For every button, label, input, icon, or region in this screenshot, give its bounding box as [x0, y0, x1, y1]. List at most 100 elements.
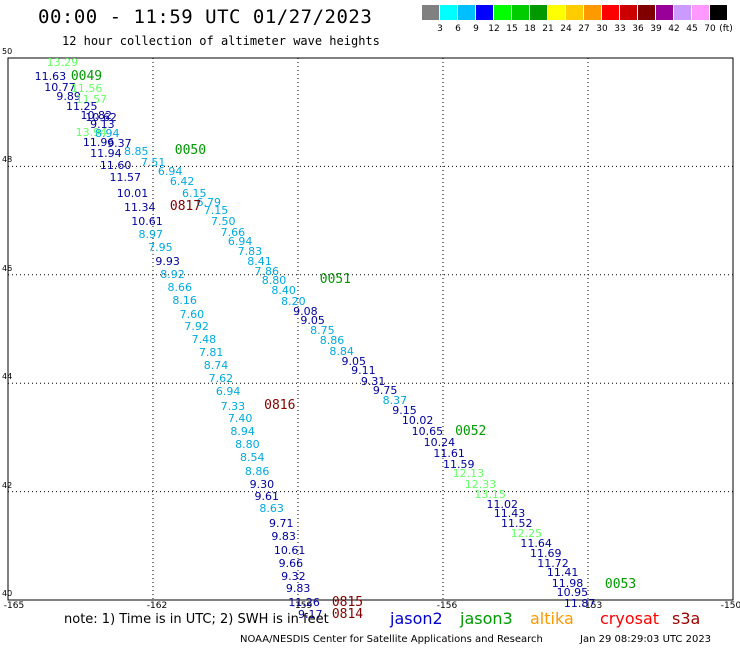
wave-height-value: 10.95 [556, 586, 589, 600]
scale-swatch [620, 5, 637, 20]
wave-height-value: 11.26 [288, 595, 320, 609]
wave-height-value: 8.37 [382, 394, 408, 408]
wave-height-value: 9.66 [278, 557, 304, 571]
pass-time-label: 0049 [70, 68, 103, 84]
latitude-label: 48 [2, 155, 13, 165]
scale-swatch [476, 5, 493, 20]
pass-time-label: 0050 [174, 143, 207, 159]
wave-height-value: 9.93 [155, 255, 180, 269]
wave-height-value: 9.37 [107, 136, 132, 150]
wave-height-value: 8.63 [259, 502, 284, 516]
wave-height-value: 8.40 [271, 284, 296, 298]
wave-height-value: 7.66 [220, 226, 246, 240]
wave-height-value: 13.15 [474, 487, 506, 501]
wave-height-value: 9.61 [254, 490, 280, 504]
wave-height-value: 8.41 [247, 255, 272, 269]
scale-swatch [512, 5, 529, 20]
scale-swatch [656, 5, 673, 20]
wave-height-value: 8.75 [310, 324, 335, 338]
wave-height-value: 11.60 [99, 159, 132, 173]
scale-label: 24 [560, 24, 572, 34]
satellite-jason2: jason2 [390, 609, 443, 628]
pass-time-label: 0052 [455, 423, 487, 439]
scale-swatch [638, 5, 655, 20]
wave-height-value: 7.48 [191, 332, 217, 346]
wave-height-value: 6.42 [169, 174, 195, 188]
longitude-label: -156 [436, 601, 458, 611]
pass-time-label: 0051 [319, 272, 352, 288]
longitude-label: -159 [291, 601, 313, 611]
wave-height-value: 9.05 [341, 354, 367, 368]
wave-height-value: 6.15 [182, 186, 207, 200]
scale-swatch [530, 5, 547, 20]
wave-height-value: 7.15 [203, 204, 229, 218]
longitude-label: -150 [720, 601, 740, 611]
wave-height-value: 13.29 [46, 56, 79, 70]
scale-label: 27 [578, 24, 590, 34]
wave-height-value: 10.82 [80, 108, 113, 122]
satellite-altika: altika [530, 609, 574, 628]
wave-height-value: 8.94 [230, 424, 255, 438]
wave-height-value: 8.74 [203, 358, 229, 372]
wave-height-value: 9.15 [392, 404, 417, 418]
wave-height-value: 7.51 [140, 156, 166, 170]
wave-height-value: 11.87 [563, 596, 596, 610]
latitude-label: 50 [2, 47, 13, 56]
scale-label: 3 [437, 24, 443, 34]
footer-timestamp: Jan 29 08:29:03 UTC 2023 [580, 634, 712, 645]
note-text: note: 1) Time is in UTC; 2) SWH is in fe… [64, 612, 329, 627]
scale-label: 36 [632, 24, 644, 34]
wave-height-value: 9.83 [271, 530, 296, 544]
wave-height-value: 6.94 [157, 164, 183, 178]
wave-height-value: 9.75 [372, 384, 398, 398]
wave-height-value: 7.86 [254, 264, 280, 278]
wave-height-value: 11.34 [124, 200, 156, 214]
wave-height-value: 8.97 [138, 228, 164, 242]
wave-height-value: 8.66 [167, 280, 193, 294]
wave-height-value: 10.61 [273, 544, 306, 558]
wave-height-value: 11.69 [530, 546, 562, 560]
scale-label: 18 [524, 24, 536, 34]
wave-height-value: 7.92 [184, 320, 209, 334]
scale-swatch [710, 5, 727, 20]
wave-height-value: 11.02 [486, 497, 519, 511]
wave-height-value: 10.61 [131, 215, 163, 229]
wave-height-value: 11.96 [82, 135, 115, 149]
pass-time-label: 0816 [264, 397, 296, 413]
wave-height-value: 12.33 [464, 477, 497, 491]
pass-time-label: 0053 [604, 576, 637, 592]
wave-height-value: 8.80 [235, 437, 260, 451]
wave-height-value: 11.63 [34, 69, 67, 83]
wave-height-value: 10.02 [401, 414, 434, 428]
wave-height-value: 9.83 [285, 582, 311, 596]
satellite-jason3: jason3 [460, 609, 513, 628]
wave-height-value: 9.05 [300, 314, 325, 328]
wave-height-value: 11.64 [520, 537, 552, 551]
wave-height-value: 11.57 [109, 171, 142, 185]
pass-time-label: 0815 [331, 594, 364, 610]
color-scale-legend: 3 6 9 12 15 18 21 24 27 30 33 36 39 42 45 70 (ft) [422, 5, 733, 35]
scale-label: 39 [650, 24, 662, 34]
wave-height-value: 11.72 [537, 556, 569, 570]
scale-label: 12 [488, 24, 500, 34]
wave-height-value: 11.59 [443, 457, 475, 471]
wave-height-value: 11.43 [493, 507, 526, 521]
wave-height-value: 11.52 [501, 517, 533, 531]
scale-label: 45 [686, 24, 698, 34]
latitude-label: 42 [2, 480, 13, 490]
scale-unit: (ft) [719, 24, 733, 34]
longitude-label: -153 [581, 601, 603, 611]
wave-height-value: 9.30 [249, 477, 275, 491]
wave-height-value: 8.94 [95, 126, 120, 140]
wave-height-value: 11.61 [433, 446, 465, 460]
scale-swatch [458, 5, 475, 20]
wave-height-value: 11.25 [66, 99, 98, 113]
longitude-label: -165 [3, 601, 25, 611]
wave-height-value: 12.25 [510, 526, 543, 540]
scale-label: 6 [455, 24, 461, 34]
scale-label: 30 [596, 24, 608, 34]
scale-label: 21 [542, 24, 554, 34]
wave-height-value: 9.13 [90, 118, 115, 132]
latitude-label: 40 [2, 589, 13, 598]
